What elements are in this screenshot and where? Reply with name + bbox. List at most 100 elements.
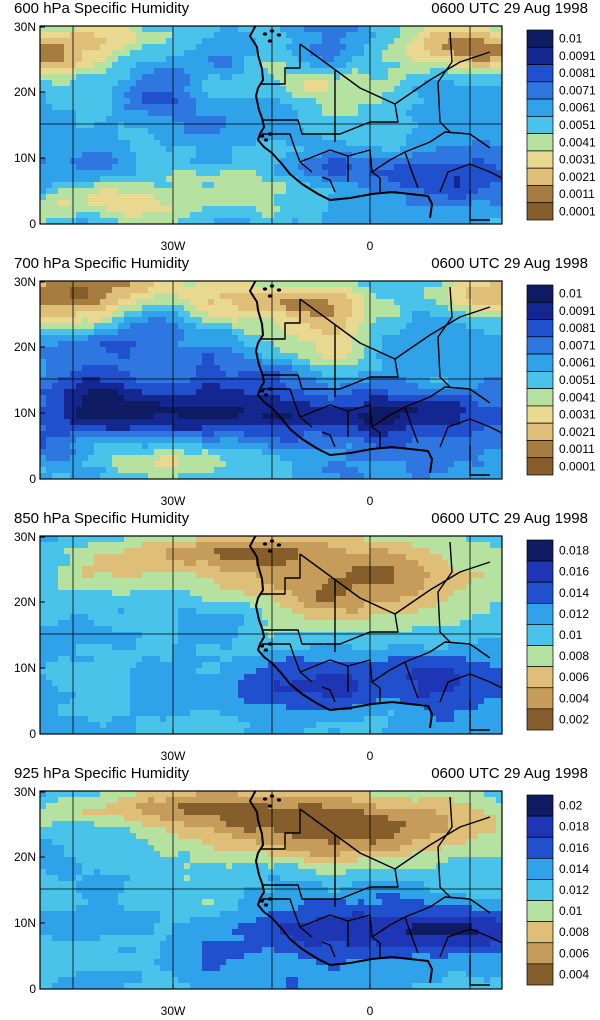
colorbar-label: 0.002 [559,712,589,726]
panel-title: 600 hPa Specific Humidity [14,0,190,17]
colorbar-label: 0.016 [559,841,589,855]
colorbar-swatch [526,98,554,117]
humidity-field [40,26,502,224]
colorbar-label: 0.012 [559,883,589,897]
colorbar-swatch [526,202,554,221]
lat-tick-label: 10N [14,151,36,165]
colorbar-swatch [526,708,554,731]
colorbar-swatch [526,794,554,817]
country-borders [249,536,502,731]
colorbar-swatch [526,560,554,583]
colorbar-label: 0.008 [559,649,589,663]
lat-tick-label: 20N [14,595,36,609]
colorbar-label: 0.0061 [559,356,596,370]
colorbar-label: 0.014 [559,586,589,600]
panel-time: 0600 UTC 29 Aug 1998 [431,255,588,272]
colorbar-swatch [526,319,554,338]
colorbar-label: 0.0071 [559,338,596,352]
colorbar-label: 0.004 [559,967,589,981]
lat-tick-label: 20N [14,850,36,864]
lat-tick-label: 10N [14,661,36,675]
colorbar-swatch [526,440,554,459]
colorbar-swatch [526,963,554,986]
lon-tick-label: 30W [161,494,186,508]
lat-tick-label: 20N [14,85,36,99]
colorbar-swatch [526,857,554,880]
map-frame [39,790,503,990]
panel-850hpa: 850 hPa Specific Humidity 0600 UTC 29 Au… [0,510,600,765]
colorbar-label: 0.0051 [559,118,596,132]
lat-tick-label: 10N [14,406,36,420]
lat-tick-label: 0 [29,982,36,996]
panel-time: 0600 UTC 29 Aug 1998 [431,765,588,782]
panel-title: 925 hPa Specific Humidity [14,765,190,782]
colorbar-label: 0.0021 [559,425,596,439]
colorbar-label: 0.0011 [559,442,595,456]
panel-925hpa: 925 hPa Specific Humidity 0600 UTC 29 Au… [0,765,600,1020]
colorbar: 0.01 0.0091 0.0081 0.0071 0.0061 0.0051 0.0041… [526,29,596,221]
lon-tick-label: 30W [161,239,186,253]
colorbar-swatch [526,133,554,152]
colorbar-swatch [526,687,554,710]
colorbar-label: 0.01 [559,287,583,301]
lon-tick-label: 30W [161,1004,186,1018]
colorbar-swatch [526,81,554,100]
lat-tick-label: 0 [29,217,36,231]
colorbar-swatch [526,46,554,65]
humidity-field [40,536,502,734]
colorbar-swatch [526,942,554,965]
panel-title: 850 hPa Specific Humidity [14,510,190,527]
colorbar-label: 0.0041 [559,390,596,404]
colorbar-label: 0.0001 [559,204,596,218]
colorbar-label: 0.018 [559,544,589,558]
lat-tick-label: 0 [29,472,36,486]
colorbar-swatch [526,879,554,901]
colorbar: 0.01 0.0091 0.0081 0.0071 0.0061 0.0051 0.0041… [526,284,596,476]
colorbar-swatch [526,457,554,476]
lat-tick-label: 0 [29,727,36,741]
colorbar-label: 0.01 [559,904,583,918]
colorbar-label: 0.0081 [559,321,596,335]
colorbar-label: 0.016 [559,565,589,579]
colorbar-swatch [526,284,554,303]
colorbar-swatch [526,185,554,204]
lat-tick-label: 10N [14,916,36,930]
colorbar-label: 0.014 [559,862,589,876]
colorbar-label: 0.0051 [559,373,596,387]
colorbar-swatch [526,836,554,859]
panel-time: 0600 UTC 29 Aug 1998 [431,0,588,17]
country-borders [249,791,502,986]
humidity-field [40,791,502,989]
colorbar-label: 0.0091 [559,49,596,63]
colorbar-swatch [526,29,554,48]
panel-time: 0600 UTC 29 Aug 1998 [431,510,588,527]
colorbar-swatch [526,666,554,689]
colorbar-swatch [526,353,554,372]
colorbar-label: 0.006 [559,946,589,960]
colorbar-label: 0.0021 [559,170,596,184]
colorbar-swatch [526,301,554,320]
lon-tick-label: 0 [367,239,374,253]
colorbar-swatch [526,336,554,355]
humidity-map: 30N 20N 10N 0 30W 0 0.01 0.0091 0.0081 0.0071 0.00… [14,275,596,508]
colorbar-label: 0.0071 [559,83,596,97]
colorbar-label: 0.0091 [559,304,596,318]
lat-tick-label: 30N [14,275,36,289]
colorbar-swatch [526,602,554,625]
colorbar-label: 0.012 [559,607,589,621]
colorbar-label: 0.0041 [559,135,596,149]
colorbar-swatch [526,624,554,646]
lat-tick-label: 20N [14,340,36,354]
lat-lon-grid [40,26,502,224]
colorbar-swatch [526,900,554,923]
panel-600hpa: 600 hPa Specific Humidity 0600 UTC 29 Au… [0,0,600,255]
colorbar-swatch [526,581,554,604]
lon-tick-label: 0 [367,1004,374,1018]
country-borders [249,26,502,221]
colorbar-label: 0.02 [559,799,583,813]
colorbar-swatch [526,64,554,83]
colorbar-swatch [526,921,554,944]
colorbar: 0.018 0.016 0.014 0.012 0.01 0.008 0.006 0.004 0… [526,539,589,731]
